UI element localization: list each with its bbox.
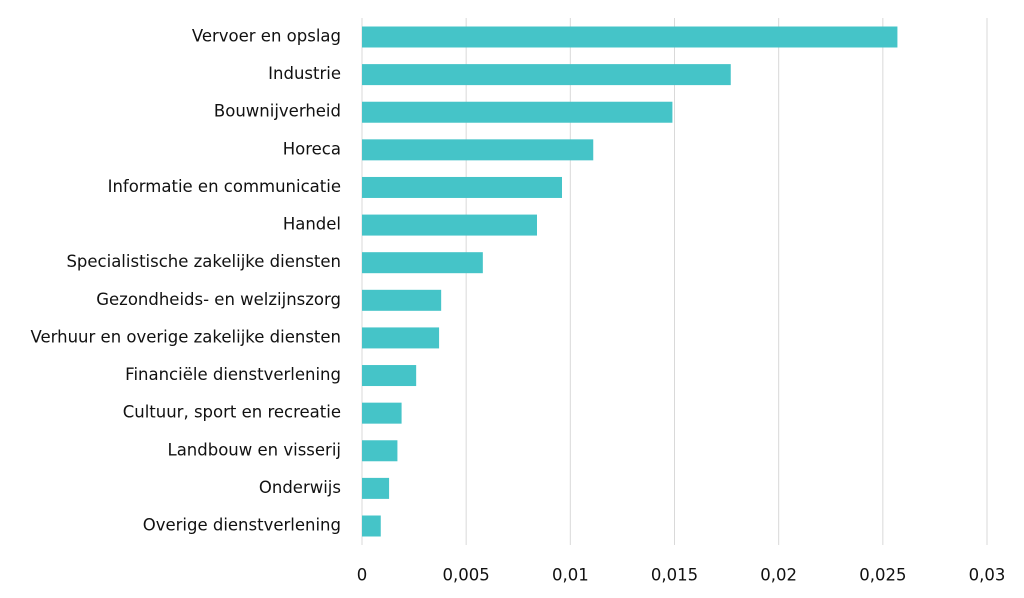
bar <box>362 176 562 198</box>
y-tick-label: Vervoer en opslag <box>192 27 341 46</box>
y-tick-label: Onderwijs <box>259 478 341 497</box>
bar <box>362 327 440 349</box>
bar <box>362 26 898 48</box>
x-tick-label: 0,015 <box>651 566 698 585</box>
bar <box>362 402 402 424</box>
y-tick-label: Verhuur en overige zakelijke diensten <box>30 327 341 346</box>
x-tick-label: 0,01 <box>552 566 589 585</box>
y-tick-label: Horeca <box>283 139 341 158</box>
x-tick-label: 0,03 <box>969 566 1006 585</box>
bar <box>362 252 483 274</box>
bar <box>362 365 417 387</box>
y-tick-label: Financiële dienstverlening <box>125 365 341 384</box>
y-tick-label: Specialistische zakelijke diensten <box>66 252 341 271</box>
bar <box>362 477 390 499</box>
bar <box>362 515 381 537</box>
bar <box>362 289 442 311</box>
y-tick-label: Handel <box>283 215 341 234</box>
bar <box>362 214 537 236</box>
y-tick-label: Cultuur, sport en recreatie <box>123 403 341 422</box>
y-tick-label: Industrie <box>268 64 341 83</box>
y-tick-label: Gezondheids- en welzijnszorg <box>96 290 341 309</box>
y-tick-label: Landbouw en visserij <box>168 440 342 459</box>
bar <box>362 64 731 86</box>
x-tick-label: 0,02 <box>760 566 797 585</box>
y-tick-label: Informatie en communicatie <box>108 177 341 196</box>
y-tick-label: Bouwnijverheid <box>214 102 341 121</box>
x-tick-label: 0,005 <box>443 566 490 585</box>
y-tick-label: Overige dienstverlening <box>143 516 341 535</box>
bar <box>362 440 398 462</box>
x-tick-label: 0 <box>357 566 368 585</box>
bar <box>362 101 673 123</box>
x-tick-label: 0,025 <box>859 566 906 585</box>
bar <box>362 139 594 161</box>
